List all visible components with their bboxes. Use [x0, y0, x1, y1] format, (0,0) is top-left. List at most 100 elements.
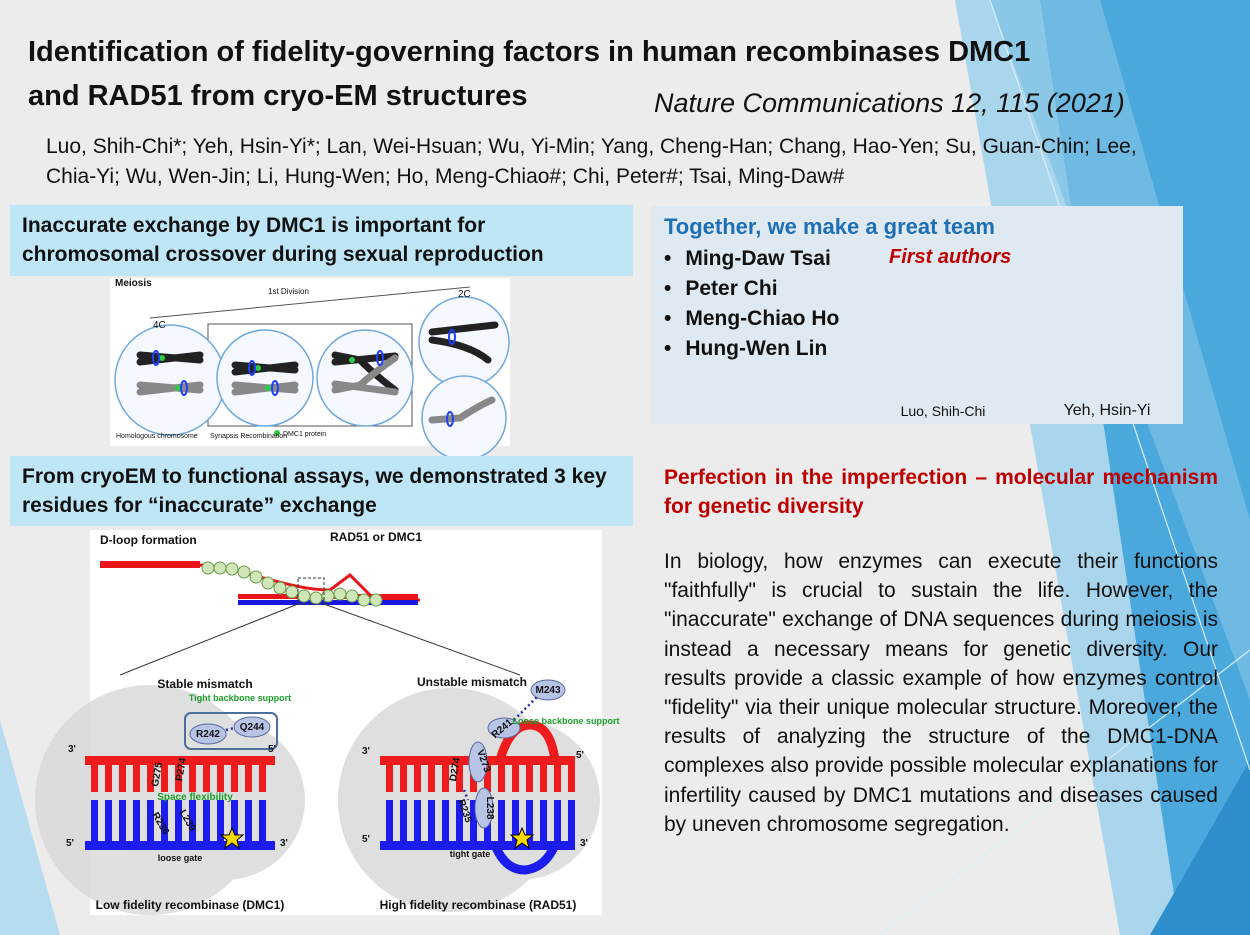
figure-label: Meiosis	[115, 278, 152, 289]
figure-label: 4C	[153, 320, 166, 331]
base	[231, 760, 238, 792]
base	[217, 760, 224, 792]
base	[554, 760, 561, 792]
base	[568, 760, 575, 792]
bg-shape	[1150, 760, 1250, 935]
mismatch-star	[509, 826, 535, 850]
base	[386, 800, 393, 845]
figure-label: Unstable mismatch	[417, 675, 527, 689]
interaction	[225, 695, 539, 732]
base	[414, 800, 421, 845]
member: Ming-Daw Tsai	[664, 244, 839, 274]
figure-label: G275	[150, 761, 165, 787]
figure-label: 3'	[68, 744, 76, 755]
base	[540, 760, 547, 792]
member: Hung-Wen Lin	[664, 334, 839, 364]
figure-label: Tight backbone support	[189, 693, 291, 703]
figure-label: Low fidelity recombinase (DMC1)	[96, 898, 285, 912]
base	[428, 800, 435, 845]
support-box	[184, 712, 278, 750]
base	[259, 760, 266, 792]
base	[119, 800, 126, 845]
member: Peter Chi	[664, 274, 839, 304]
base	[526, 800, 533, 845]
base	[175, 760, 182, 792]
zoom-line	[323, 603, 521, 676]
figure-label: 5'	[268, 744, 276, 755]
base	[512, 800, 519, 845]
title: Identification of fidelity-governing fac…	[28, 36, 1031, 68]
base	[442, 800, 449, 845]
bg-shape	[0, 720, 60, 935]
base	[91, 760, 98, 792]
section-heading: Inaccurate exchange by DMC1 is important…	[10, 205, 633, 276]
base	[189, 800, 196, 845]
figure-label: Space flexibility	[157, 792, 233, 803]
figure-label: 3'	[280, 838, 288, 849]
dmc1-dots	[159, 355, 355, 436]
first-authors: First authors	[889, 246, 1012, 268]
figure-label: Synapsis Recombination	[210, 433, 287, 440]
residue-ovals	[189, 679, 566, 829]
chromosomes	[136, 321, 499, 424]
figure-label: 5'	[576, 750, 584, 761]
base	[245, 760, 252, 792]
figure-label: Q244	[240, 722, 265, 733]
base	[498, 800, 505, 845]
figure-label: DMC1 protein	[283, 431, 326, 438]
ssdna	[100, 561, 200, 568]
base	[259, 800, 266, 845]
figure-label: 3'	[362, 746, 370, 757]
base	[133, 800, 140, 845]
body-text: In biology, how enzymes can execute thei…	[664, 550, 1218, 836]
figure-label: D-loop formation	[100, 533, 197, 547]
base	[133, 760, 140, 792]
photo-caption: Yeh, Hsin-Yi	[1063, 402, 1151, 419]
base	[568, 800, 575, 845]
mismatch-star	[219, 826, 245, 850]
base	[428, 760, 435, 792]
base	[456, 800, 463, 845]
base	[175, 800, 182, 845]
authors: Luo, Shih-Chi*; Yeh, Hsin-Yi*; Lan, Wei-…	[46, 135, 1137, 188]
base	[386, 760, 393, 792]
base	[217, 800, 224, 845]
photo-caption: Luo, Shih-Chi	[900, 403, 986, 419]
base	[203, 800, 210, 845]
base	[456, 760, 463, 792]
figure-label: RAD51 or DMC1	[330, 530, 422, 544]
base	[147, 800, 154, 845]
title: and RAD51 from cryo-EM structures	[28, 80, 528, 112]
base	[498, 760, 505, 792]
journal: Nature Communications 12, 115 (2021)	[654, 88, 1125, 118]
figure-label: 3'	[580, 838, 588, 849]
zoom-box	[297, 577, 325, 605]
base	[400, 800, 407, 845]
base	[161, 760, 168, 792]
figure-label: loose gate	[158, 853, 203, 863]
figure-label: L238	[484, 797, 495, 820]
base	[400, 760, 407, 792]
member: Meng-Chiao Ho	[664, 304, 839, 334]
figure-label: P274	[174, 757, 189, 782]
base	[470, 800, 477, 845]
base	[512, 760, 519, 792]
base	[105, 760, 112, 792]
base	[231, 800, 238, 845]
base	[91, 800, 98, 845]
base	[161, 800, 168, 845]
figure-label: 1st Division	[268, 287, 309, 296]
base	[540, 800, 547, 845]
base	[203, 760, 210, 792]
section-heading: From cryoEM to functional assays, we dem…	[10, 456, 633, 526]
base	[554, 800, 561, 845]
figure-label: Loose backbone support	[512, 716, 619, 726]
base	[526, 760, 533, 792]
figure-label: 2C	[458, 289, 471, 300]
base	[189, 760, 196, 792]
filament	[201, 561, 383, 607]
base	[414, 760, 421, 792]
zoom-line	[119, 603, 299, 676]
figure-label: 5'	[362, 834, 370, 845]
figure-label: D274	[448, 756, 463, 782]
